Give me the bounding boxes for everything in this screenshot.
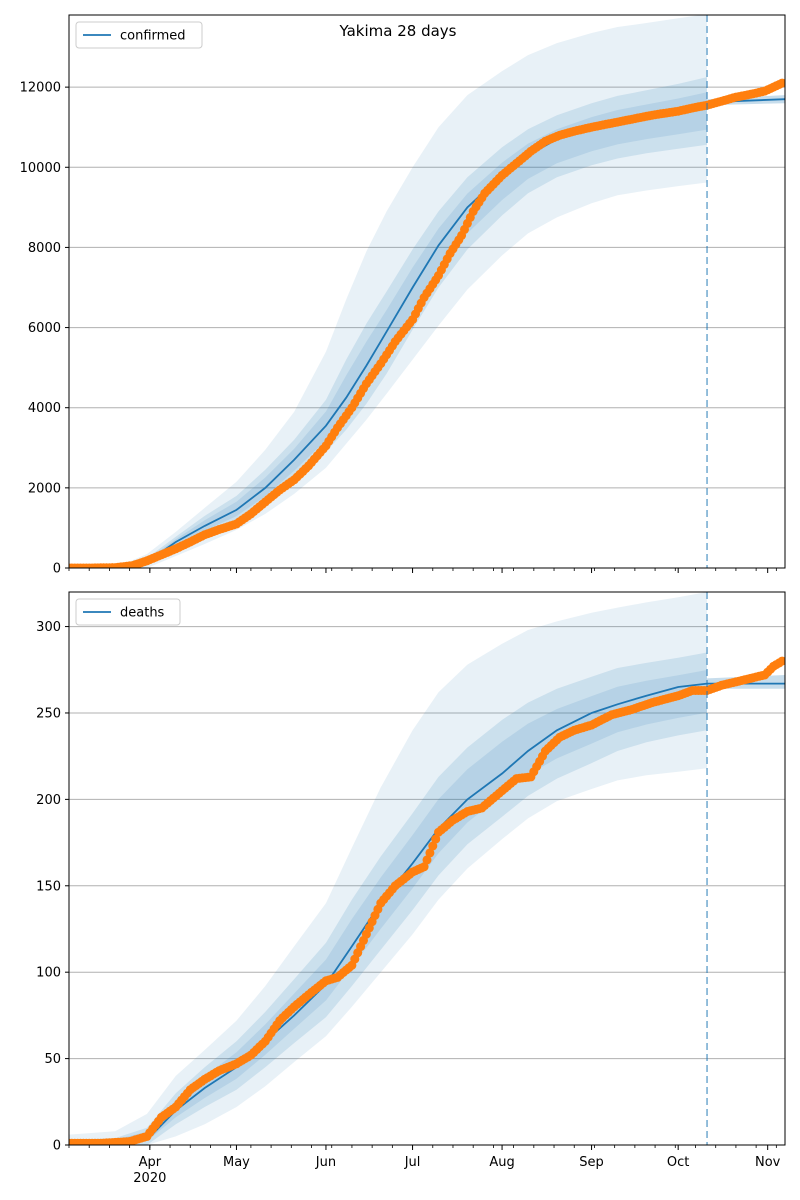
deaths-xtick-label: Oct <box>667 1155 689 1170</box>
confirmed-ytick-label: 6000 <box>28 321 61 336</box>
deaths-xtick-label: Apr <box>139 1155 162 1170</box>
deaths-observed-point <box>425 848 435 858</box>
deaths-observed-point <box>422 855 432 865</box>
deaths-xtick-label: May <box>223 1155 250 1170</box>
deaths-ytick-label: 150 <box>36 879 61 894</box>
deaths-outer-interval-band <box>69 592 707 1145</box>
confirmed-inner-interval-band <box>69 77 707 568</box>
confirmed-observed-point <box>777 78 785 88</box>
deaths-central-interval-band <box>69 670 707 1144</box>
deaths-ytick-label: 250 <box>36 706 61 721</box>
deaths-model-line <box>69 682 785 1145</box>
deaths-ytick-label: 300 <box>36 620 61 635</box>
confirmed-legend-label: confirmed <box>120 29 186 44</box>
deaths-observed-point <box>777 656 785 666</box>
confirmed-legend-box <box>75 21 203 49</box>
deaths-ytick-label: 50 <box>44 1052 61 1067</box>
confirmed-outer-interval-band <box>69 15 707 568</box>
figure-title: Yakima 28 days <box>339 22 457 40</box>
deaths-xtick-year-label: 2020 <box>133 1171 166 1186</box>
confirmed-ytick-label: 10000 <box>20 161 61 176</box>
deaths-xtick-label: Sep <box>579 1155 604 1170</box>
deaths-axes-frame <box>68 591 786 1146</box>
deaths-xtick-label: Jun <box>315 1155 336 1170</box>
confirmed-panel: 0 2000 4000 6000 8000 10000 12000 confirmed <box>20 14 786 577</box>
confirmed-ytick-label: 0 <box>53 562 61 577</box>
deaths-observed-point <box>431 834 441 844</box>
confirmed-ytick-label: 2000 <box>28 481 61 496</box>
deaths-legend: deaths <box>75 598 181 626</box>
deaths-xtick-label: Aug <box>489 1155 514 1170</box>
deaths-ytick-label: 100 <box>36 966 61 981</box>
deaths-ytick-label: 200 <box>36 793 61 808</box>
deaths-observed-point <box>428 841 438 851</box>
confirmed-ytick-label: 8000 <box>28 241 61 256</box>
deaths-ytick-label: 0 <box>53 1139 61 1154</box>
confirmed-legend: confirmed <box>75 21 203 49</box>
deaths-legend-label: deaths <box>120 606 165 621</box>
deaths-xtick-label: Nov <box>755 1155 781 1170</box>
confirmed-ytick-label: 12000 <box>20 81 61 96</box>
deaths-plot-area <box>69 592 785 1145</box>
confirmed-axes-frame <box>68 14 786 569</box>
deaths-xtick-label: Jul <box>404 1155 421 1170</box>
confirmed-ytick-label: 4000 <box>28 401 61 416</box>
confirmed-plot-area <box>69 15 785 568</box>
deaths-legend-box <box>75 598 181 626</box>
deaths-observed-point <box>419 862 429 872</box>
